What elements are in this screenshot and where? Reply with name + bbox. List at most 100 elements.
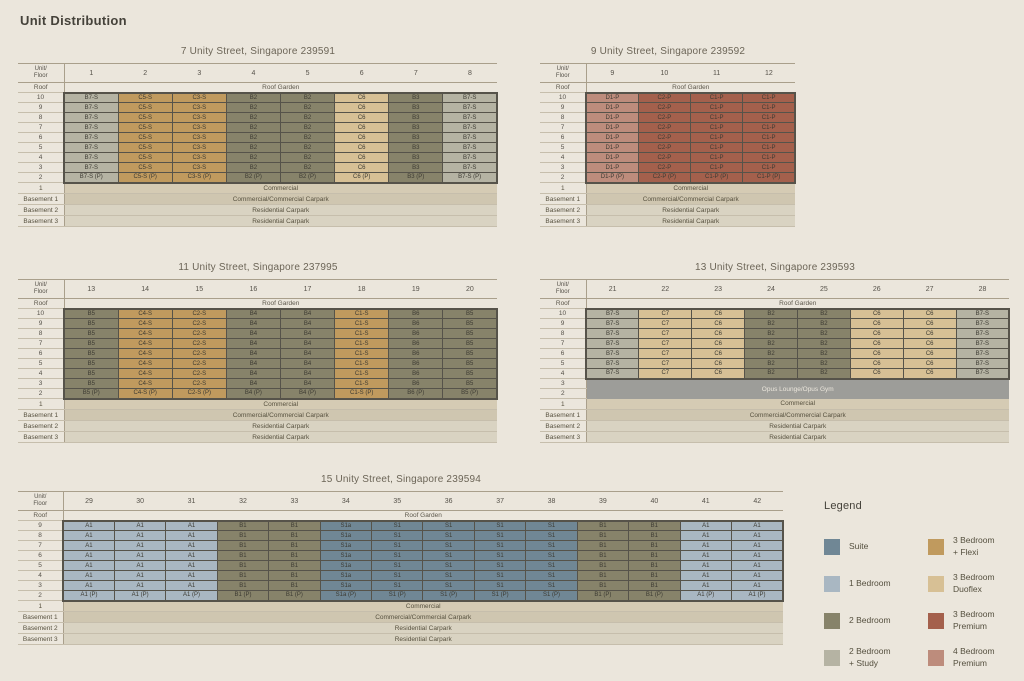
column-header: 29 (63, 491, 115, 511)
unit-cell: B7-S (585, 328, 640, 339)
unit-cell: B1 (628, 530, 681, 541)
unit-cell: A1 (730, 570, 784, 581)
column-header: 39 (577, 491, 629, 511)
unit-cell: B4 (225, 318, 282, 329)
unit-cell: S1a (319, 540, 373, 551)
floor-row: 6 A1 A1 A1 B1 B1 S1a S1 S1 S1 S1 B1 B1 A1 A1 (18, 550, 784, 561)
floor-label: 7 (540, 338, 587, 349)
legend-item-suite: Suite (824, 528, 916, 565)
unit-cell: C1-P (689, 132, 744, 143)
unit-cell: B2 (279, 122, 336, 133)
band-row: Basement 1 Commercial/Commercial Carpark (540, 409, 1009, 421)
legend-label: 2 Bedroom (849, 614, 891, 625)
unit-cell: S1a (P) (319, 590, 373, 602)
unit-cell: S1 (525, 570, 578, 581)
unit-cell: S1 (525, 540, 578, 551)
unit-cell: A1 (113, 570, 167, 581)
unit-cell: S1 (422, 540, 475, 551)
unit-cell: A1 (113, 580, 167, 591)
unit-cell: B3 (P) (388, 172, 444, 184)
unit-cell: B4 (279, 378, 336, 389)
floor-label: 10 (540, 92, 587, 103)
legend-item-3bf: 3 Bedroom + Flexi (928, 528, 1024, 565)
floor-label: 10 (18, 308, 65, 319)
unit-cell: C1-S (334, 358, 390, 369)
unit-cell: C7 (638, 338, 693, 349)
band-row: Basement 3 Residential Carpark (18, 215, 497, 227)
unit-cell: C1-P (742, 132, 797, 143)
floor-row: 8 B5 C4-S C2-S B4 B4 C1-S B6 B5 (18, 328, 499, 339)
floor-label: 7 (18, 540, 64, 551)
band-cell: Residential Carpark (64, 431, 497, 443)
band-row: 1 Commercial (18, 600, 783, 612)
unit-cell: B5 (62, 358, 119, 369)
unit-cell: B4 (279, 307, 336, 319)
floor-label: 4 (18, 152, 65, 163)
unit-cell: B2 (225, 102, 282, 113)
unit-cell: S1 (422, 560, 475, 571)
unit-cell: B7-S (442, 112, 499, 123)
unit-cell: B2 (P) (279, 172, 336, 184)
unit-header-line: Unit/ (34, 494, 47, 501)
unit-cell: C1-S (334, 338, 390, 349)
unit-cell: C6 (334, 152, 390, 163)
unit-floor-header: Unit/Floor (18, 279, 65, 299)
unit-cell: B2 (279, 152, 336, 163)
band-label: Basement 3 (540, 215, 587, 227)
unit-cell: B2 (797, 348, 851, 359)
floor-row: 3 B5 C4-S C2-S B4 B4 C1-S B6 B5 (18, 378, 499, 389)
unit-cell: B5 (62, 348, 119, 359)
band-row: Basement 3 Residential Carpark (18, 431, 497, 443)
floor-header-line: Floor (33, 73, 48, 79)
column-header: 30 (114, 491, 166, 511)
band-label: Basement 1 (18, 409, 65, 421)
unit-cell: B4 (279, 348, 336, 359)
unit-cell: C6 (691, 318, 746, 329)
legend-title: Legend (824, 500, 862, 512)
merged-band-row: 3 Opus Lounge/Opus Gym (540, 378, 1009, 399)
unit-cell: B4 (225, 348, 282, 359)
unit-cell: B2 (225, 122, 282, 133)
unit-cell: S1 (371, 530, 424, 541)
unit-cell: C6 (849, 338, 904, 349)
unit-cell: B2 (797, 368, 851, 380)
floor-label: 3 (540, 378, 587, 389)
band-cell: Commercial/Commercial Carpark (586, 409, 1009, 421)
unit-cell: A1 (113, 560, 167, 571)
band-label: 1 (18, 182, 65, 194)
unit-cell: B2 (279, 112, 336, 123)
unit-cell: S1 (371, 550, 424, 561)
unit-cell: B5 (P) (62, 388, 119, 400)
unit-cell: B7-S (P) (442, 172, 499, 184)
unit-cell: C3-S (171, 132, 227, 143)
unit-cell: B7-S (955, 307, 1010, 319)
floor-label: Roof (18, 510, 64, 521)
floor-row: 9 D1-P C2-P C1-P C1-P (540, 102, 797, 113)
unit-cell: B5 (442, 338, 499, 349)
floor-label: 4 (540, 152, 587, 163)
unit-cell: B7-S (442, 162, 499, 173)
column-header: 2 (118, 63, 173, 83)
floor-label: 7 (540, 122, 587, 133)
building-table-13-unity-street: 13 Unity Street, Singapore 239593 Unit/Fl… (540, 262, 1010, 443)
roof-garden-cell: Roof Garden (64, 298, 497, 309)
floor-label: 6 (18, 348, 65, 359)
unit-cell: S1 (371, 580, 424, 591)
building-title: 9 Unity Street, Singapore 239592 (590, 46, 746, 57)
unit-cell: C6 (691, 338, 746, 349)
floor-label: Roof (18, 82, 65, 93)
unit-cell: C6 (P) (334, 172, 390, 184)
unit-cell: C4-S (117, 338, 173, 349)
unit-cell: C4-S (117, 307, 173, 319)
unit-cell: C1-S (334, 328, 390, 339)
legend: Legend Suite 1 Bedroom 2 Bedroom 2 Bedroom +… (824, 500, 1024, 676)
legend-item-3bp: 3 Bedroom Premium (928, 602, 1024, 639)
floor-row: 2 A1 (P) A1 (P) A1 (P) B1 (P) B1 (P) S1a (P) S1… (18, 590, 784, 602)
legend-item-3bd: 3 Bedroom Duoflex (928, 565, 1024, 602)
floor-row: 7 D1-P C2-P C1-P C1-P (540, 122, 797, 133)
unit-cell: B1 (216, 530, 270, 541)
legend-columns: Suite 1 Bedroom 2 Bedroom 2 Bedroom + Study 3… (824, 528, 1024, 676)
unit-cell: A1 (61, 580, 115, 591)
unit-cell: B2 (225, 91, 282, 103)
unit-cell: C3-S (171, 122, 227, 133)
